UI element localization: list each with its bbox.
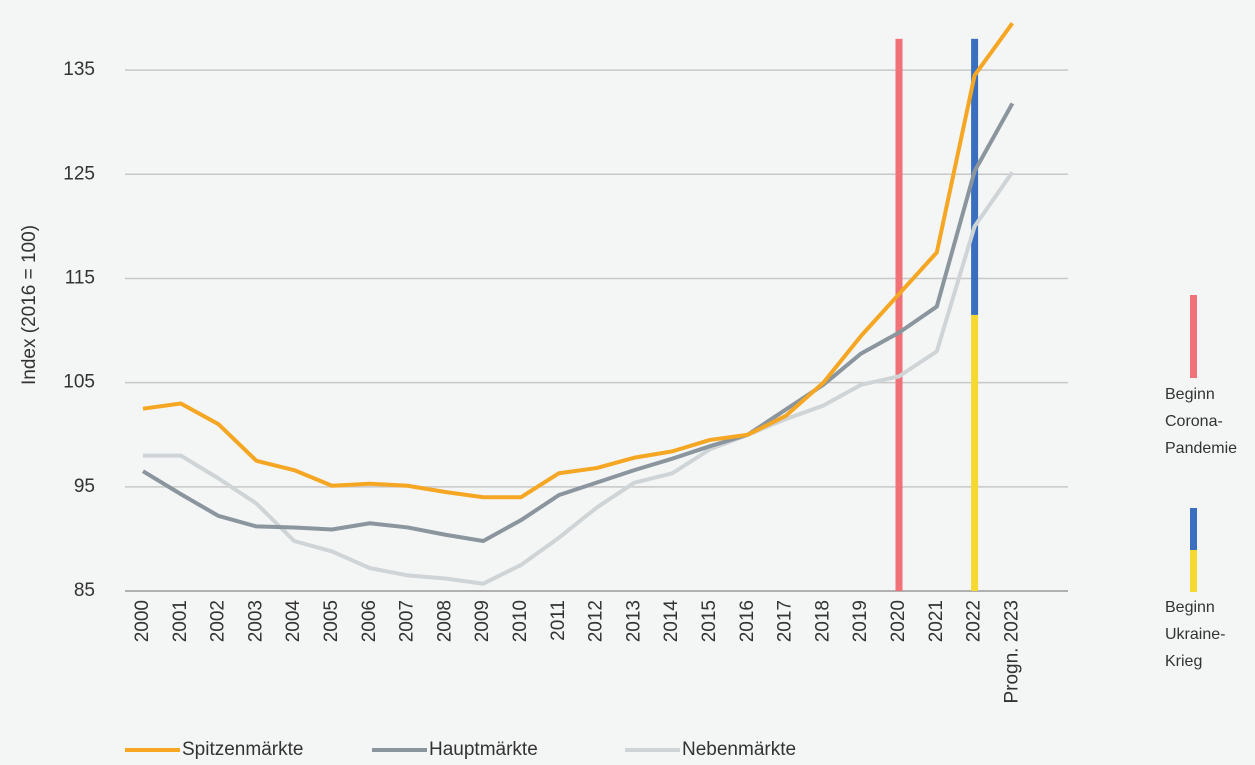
x-tick-label: 2016 (737, 600, 758, 642)
x-tick-label: 2015 (699, 600, 720, 642)
x-tick-label: 2010 (510, 600, 531, 642)
y-tick-label: 135 (63, 59, 95, 80)
event-key (1190, 550, 1197, 592)
y-tick-label: 105 (63, 372, 95, 393)
event-label: Krieg (1165, 653, 1202, 670)
series-line (141, 102, 1015, 543)
x-tick-label: 2017 (775, 600, 796, 642)
legend-label: Nebenmärkte (682, 739, 796, 760)
x-tick-label: 2006 (359, 600, 380, 642)
x-tick-label: 2001 (170, 600, 191, 642)
series-line (142, 22, 1015, 500)
event-key (1190, 508, 1197, 550)
event-bar (895, 38, 903, 591)
x-tick-label: 2011 (548, 600, 569, 641)
event-label: Beginn (1165, 599, 1215, 616)
event-label: Corona- (1165, 413, 1223, 430)
y-tick-label: 95 (74, 476, 95, 497)
x-tick-label: 2003 (245, 600, 266, 642)
x-tick-label: 2022 (964, 600, 985, 642)
legend-label: Hauptmärkte (429, 739, 538, 760)
x-tick-label: 2021 (926, 600, 947, 642)
x-tick-label: 2002 (208, 600, 229, 642)
x-tick-label: 2012 (586, 600, 607, 642)
y-tick-label: 115 (65, 267, 95, 288)
x-tick-label: Progn. 2023 (1001, 600, 1022, 704)
x-tick-label: 2019 (850, 600, 871, 642)
event-key (1190, 295, 1197, 378)
x-tick-label: 2020 (888, 600, 909, 642)
y-axis-label: Index (2016 = 100) (19, 225, 40, 385)
x-tick-label: 2009 (472, 600, 493, 642)
x-tick-label: 2008 (434, 600, 455, 642)
event-label: Beginn (1165, 386, 1215, 403)
x-tick-label: 2004 (283, 600, 304, 643)
x-tick-label: 2007 (397, 600, 418, 642)
event-bar (971, 314, 979, 591)
x-tick-label: 2013 (623, 600, 644, 642)
y-tick-label: 85 (74, 580, 95, 601)
legend-label: Spitzenmärkte (182, 739, 303, 760)
x-tick-label: 2000 (132, 600, 153, 642)
x-tick-label: 2014 (661, 600, 682, 643)
y-tick-label: 125 (63, 163, 95, 184)
x-tick-label: 2005 (321, 600, 342, 642)
event-label: Pandemie (1165, 440, 1237, 457)
event-label: Ukraine- (1165, 626, 1225, 643)
series-line (143, 171, 1015, 586)
x-tick-label: 2018 (812, 600, 833, 642)
